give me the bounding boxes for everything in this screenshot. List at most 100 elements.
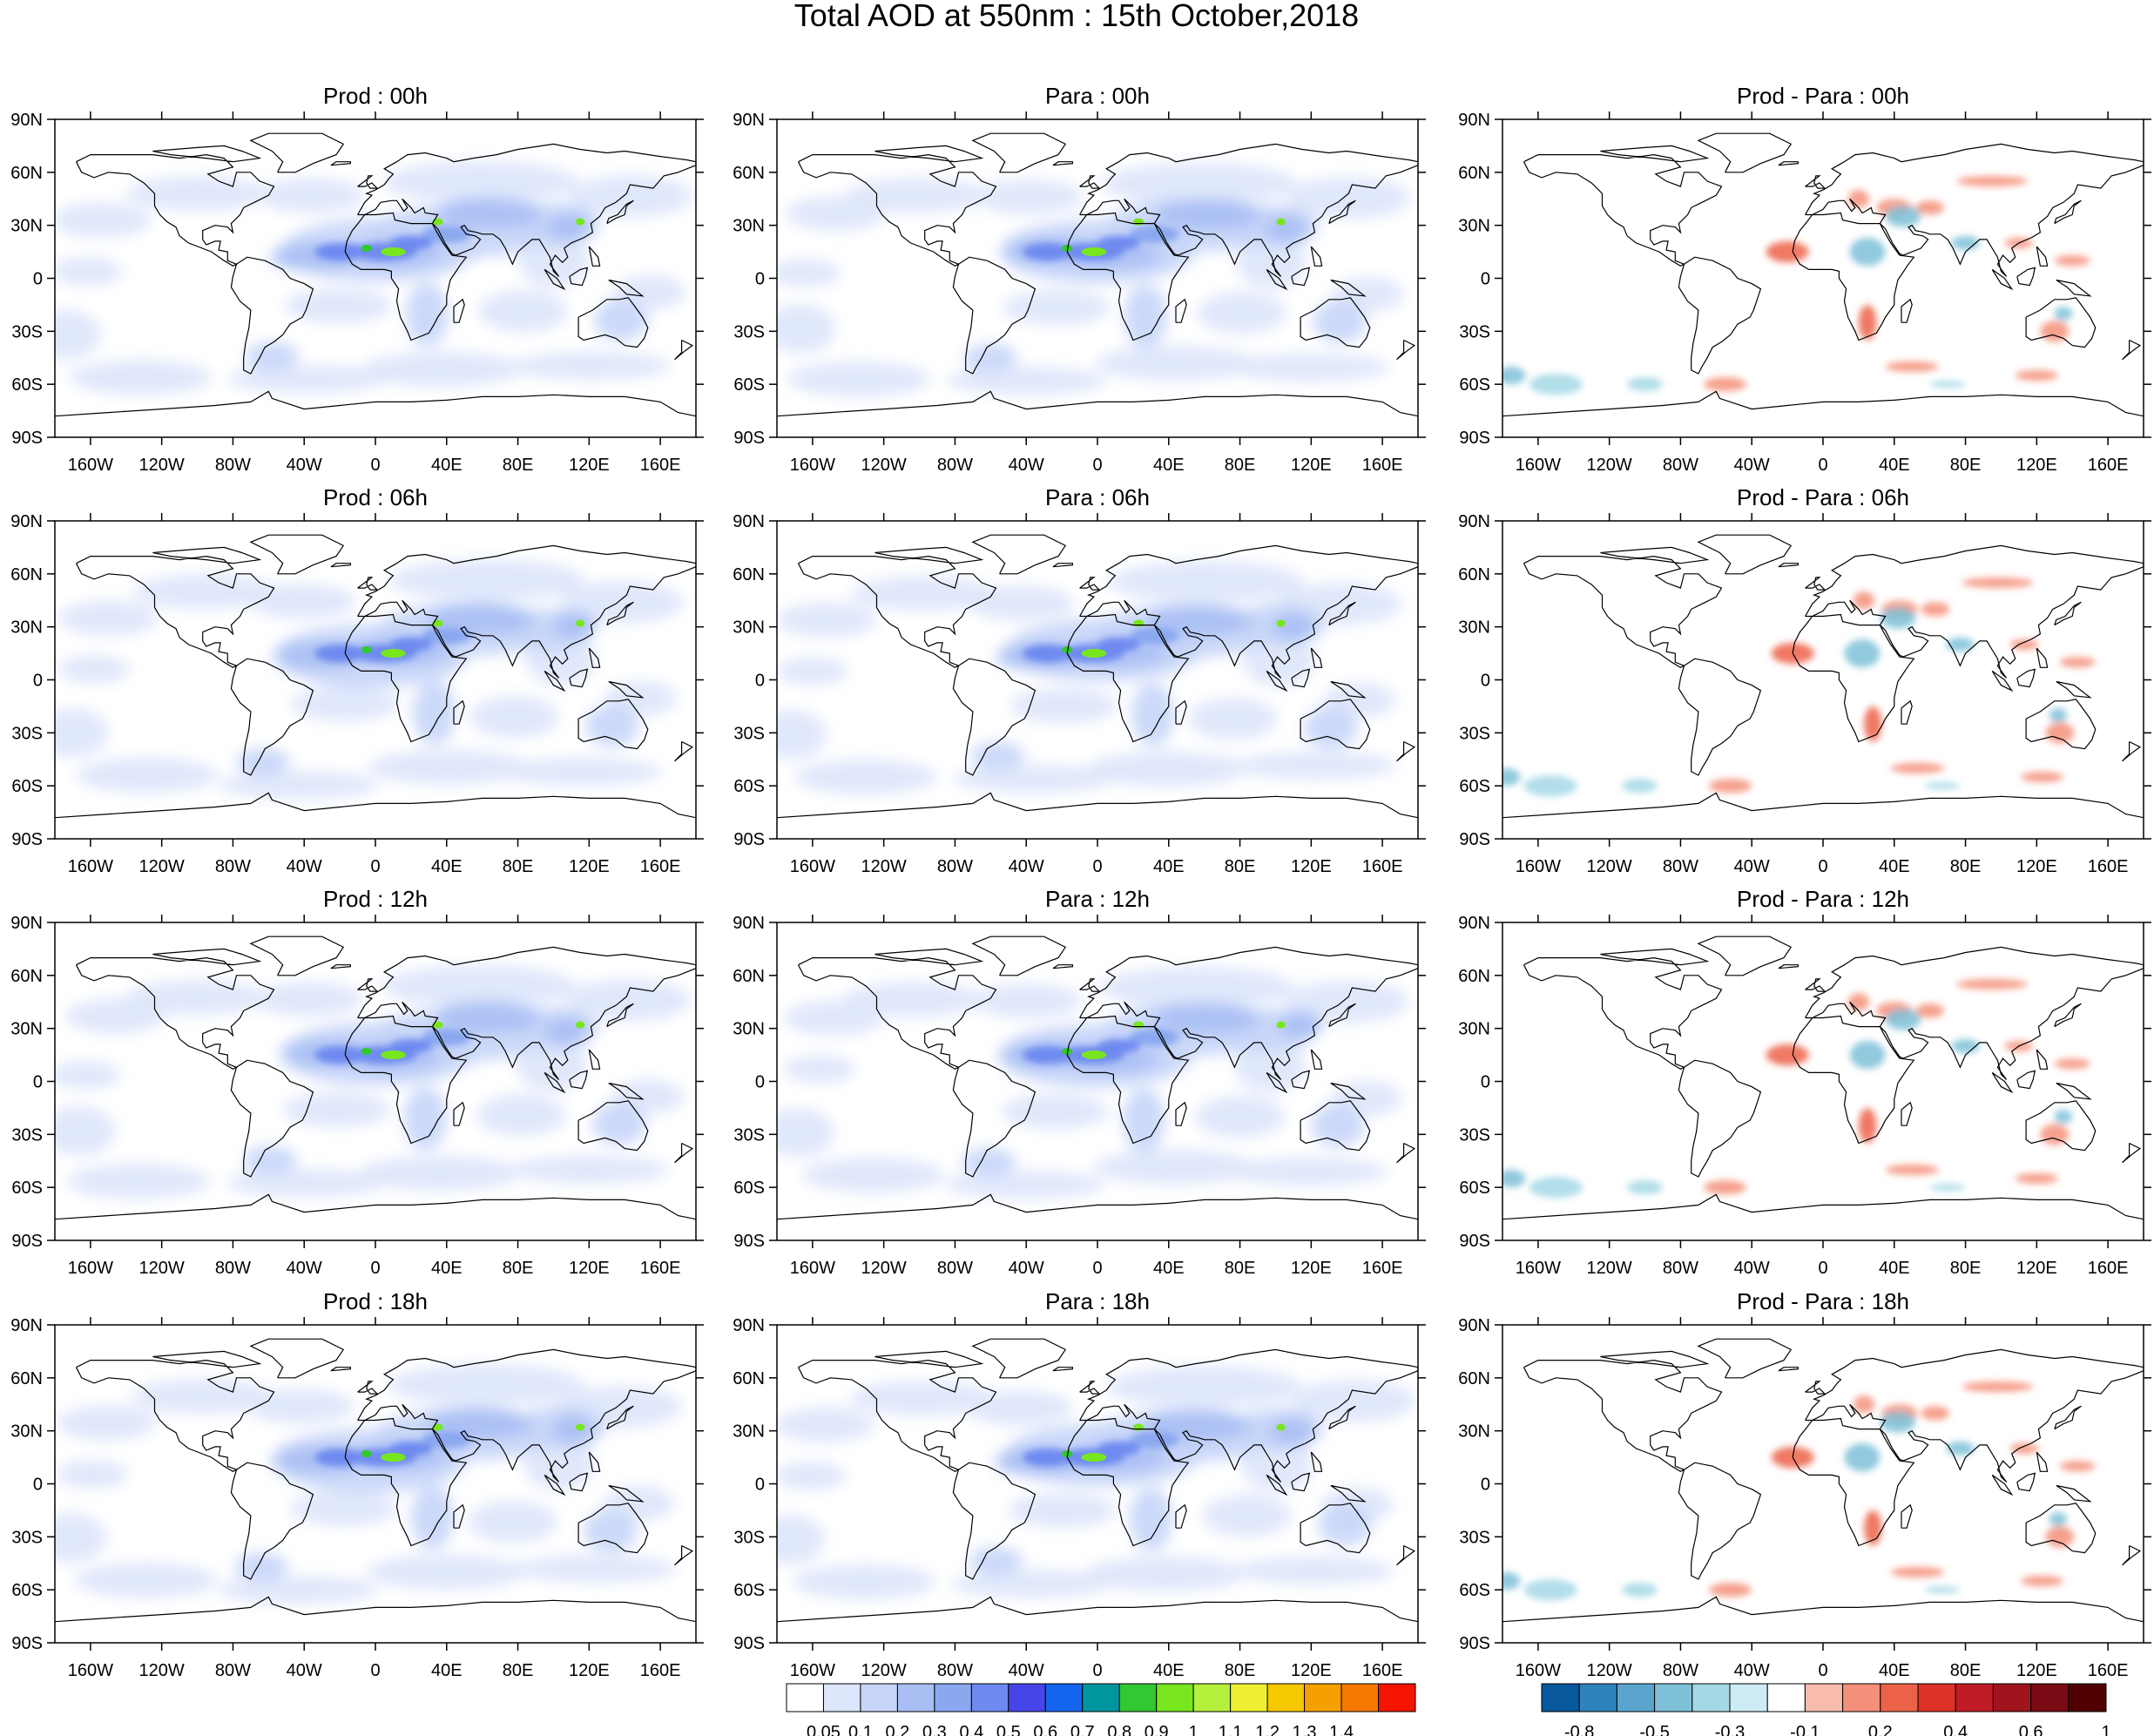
colorbar-box bbox=[2068, 1683, 2107, 1712]
lon-tick-label: 40E bbox=[431, 1661, 463, 1680]
aod-peak-values bbox=[1062, 619, 1286, 659]
lon-tick-label: 160E bbox=[1362, 456, 1403, 475]
lat-tick-label: 90S bbox=[1459, 1232, 1490, 1251]
colorbar-box bbox=[1917, 1683, 1956, 1712]
lat-tick-label: 30S bbox=[1459, 322, 1490, 341]
aod-difference-field bbox=[1502, 1381, 2096, 1601]
panel-title: Prod : 18h bbox=[323, 1288, 428, 1314]
colorbar-box bbox=[1541, 1683, 1580, 1712]
lat-tick-label: 60S bbox=[733, 1581, 765, 1600]
lon-tick-label: 40E bbox=[431, 857, 463, 876]
coastline bbox=[1502, 132, 2144, 417]
colorbar-label: -0.5 bbox=[1639, 1723, 1669, 1736]
lon-tick-label: 80W bbox=[215, 1661, 251, 1680]
lat-tick-label: 90S bbox=[11, 830, 43, 849]
colorbar-box bbox=[970, 1683, 1009, 1712]
map-panel: Prod - Para : 00h 90N 60N 30N 0 30S 60S 90S 160W… bbox=[1458, 83, 2151, 475]
lon-tick-label: 160E bbox=[1362, 1259, 1403, 1278]
lon-tick-label: 120W bbox=[1587, 1661, 1632, 1680]
lat-tick-label: 90S bbox=[11, 1232, 43, 1251]
aod-background-field bbox=[777, 966, 1409, 1199]
lon-tick-label: 40W bbox=[287, 456, 322, 475]
map-panel: Prod : 00h 90N 60N 30N 0 30S 60S 90S 160W 120W 80W… bbox=[10, 83, 704, 475]
lat-tick-label: 30N bbox=[10, 618, 43, 638]
lat-tick-label: 60S bbox=[1459, 1581, 1490, 1600]
colorbar-box bbox=[1118, 1683, 1158, 1712]
lat-tick-label: 90S bbox=[733, 429, 765, 448]
panel-title: Prod - Para : 18h bbox=[1737, 1288, 1909, 1314]
lat-tick-label: 30N bbox=[10, 1422, 43, 1442]
panel-title: Prod : 00h bbox=[323, 83, 428, 109]
aod-peak-values bbox=[361, 1021, 585, 1060]
lon-tick-label: 40E bbox=[431, 1259, 463, 1278]
lon-tick-label: 40W bbox=[1009, 857, 1044, 876]
colorbar-label: 0.6 bbox=[1033, 1723, 1057, 1736]
colorbar-box bbox=[860, 1683, 898, 1712]
lat-tick-label: 0 bbox=[33, 1073, 43, 1092]
lon-tick-label: 80W bbox=[937, 1661, 973, 1680]
lat-tick-label: 90S bbox=[1459, 830, 1490, 849]
lon-tick-label: 160E bbox=[1362, 857, 1403, 876]
lon-tick-label: 160E bbox=[640, 1661, 681, 1680]
map-panel-grid: Prod : 00h 90N 60N 30N 0 30S 60S 90S 160W 120W 80W… bbox=[10, 83, 2151, 1680]
lon-tick-label: 160E bbox=[640, 456, 681, 475]
lon-tick-label: 0 bbox=[1092, 857, 1102, 876]
map-frame bbox=[1502, 1324, 2144, 1644]
lon-tick-label: 160W bbox=[68, 456, 113, 475]
lon-tick-label: 40W bbox=[287, 857, 322, 876]
lon-tick-label: 80E bbox=[1950, 456, 1982, 475]
lon-tick-label: 120W bbox=[1587, 456, 1632, 475]
lat-tick-label: 90N bbox=[10, 1316, 43, 1335]
lat-tick-label: 90N bbox=[733, 1316, 765, 1335]
lon-tick-label: 120W bbox=[861, 857, 907, 876]
colorbar-box bbox=[1304, 1683, 1342, 1712]
map-panel: Para : 12h 90N 60N 30N 0 30S 60S 90S 160W 120W 80W… bbox=[733, 886, 1426, 1278]
colorbar-box bbox=[1230, 1683, 1268, 1712]
lon-tick-label: 40E bbox=[1153, 1259, 1185, 1278]
lat-tick-label: 90S bbox=[733, 830, 765, 849]
colorbar-box bbox=[1691, 1683, 1731, 1712]
lon-tick-label: 120E bbox=[569, 456, 610, 475]
lon-tick-label: 120W bbox=[1587, 1259, 1632, 1278]
lat-tick-label: 30S bbox=[733, 724, 765, 743]
lat-tick-label: 30N bbox=[1458, 1020, 1490, 1039]
colorbar-label: 0.4 bbox=[1943, 1723, 1968, 1736]
lat-tick-label: 90N bbox=[10, 512, 43, 531]
lat-tick-label: 30S bbox=[11, 322, 43, 341]
lat-tick-label: 0 bbox=[755, 672, 765, 691]
lon-tick-label: 40E bbox=[1153, 456, 1185, 475]
lat-tick-label: 60S bbox=[1459, 1179, 1490, 1198]
lat-tick-label: 60S bbox=[11, 777, 43, 796]
aod-dust-plume bbox=[1023, 1028, 1180, 1064]
lon-tick-label: 120W bbox=[861, 456, 907, 475]
lon-tick-label: 120W bbox=[1587, 857, 1632, 876]
lat-tick-label: 0 bbox=[755, 1073, 765, 1092]
lon-tick-label: 80W bbox=[1663, 857, 1698, 876]
lon-tick-label: 160W bbox=[790, 1259, 835, 1278]
colorbar-box bbox=[1880, 1683, 1919, 1712]
lon-tick-label: 80W bbox=[215, 857, 251, 876]
colorbar-label: -0.3 bbox=[1715, 1723, 1745, 1736]
colorbar-label: 0.9 bbox=[1145, 1723, 1169, 1736]
colorbar-label: 0.6 bbox=[2019, 1723, 2043, 1736]
lat-tick-label: 90S bbox=[733, 1634, 765, 1653]
colorbar-box bbox=[1729, 1683, 1768, 1712]
lat-tick-label: 30N bbox=[10, 217, 43, 236]
lat-tick-label: 60N bbox=[10, 565, 43, 584]
lon-tick-label: 80W bbox=[1663, 1259, 1698, 1278]
lat-tick-label: 0 bbox=[755, 270, 765, 289]
lon-tick-label: 80W bbox=[215, 1259, 251, 1278]
lon-tick-label: 40W bbox=[1734, 456, 1770, 475]
map-frame bbox=[1502, 922, 2144, 1241]
lon-tick-label: 80W bbox=[215, 456, 251, 475]
lon-tick-label: 120W bbox=[139, 1661, 185, 1680]
lat-tick-label: 90N bbox=[10, 111, 43, 130]
lon-tick-label: 40E bbox=[1879, 857, 1910, 876]
panel-title: Prod - Para : 12h bbox=[1737, 886, 1909, 912]
lon-tick-label: 80E bbox=[1950, 1259, 1982, 1278]
lon-tick-label: 40E bbox=[1879, 1661, 1910, 1680]
coastline bbox=[777, 1338, 1418, 1623]
lat-tick-label: 60N bbox=[10, 164, 43, 183]
colorbar-label: -0.1 bbox=[1790, 1723, 1820, 1736]
lat-tick-label: 0 bbox=[1481, 1476, 1490, 1495]
